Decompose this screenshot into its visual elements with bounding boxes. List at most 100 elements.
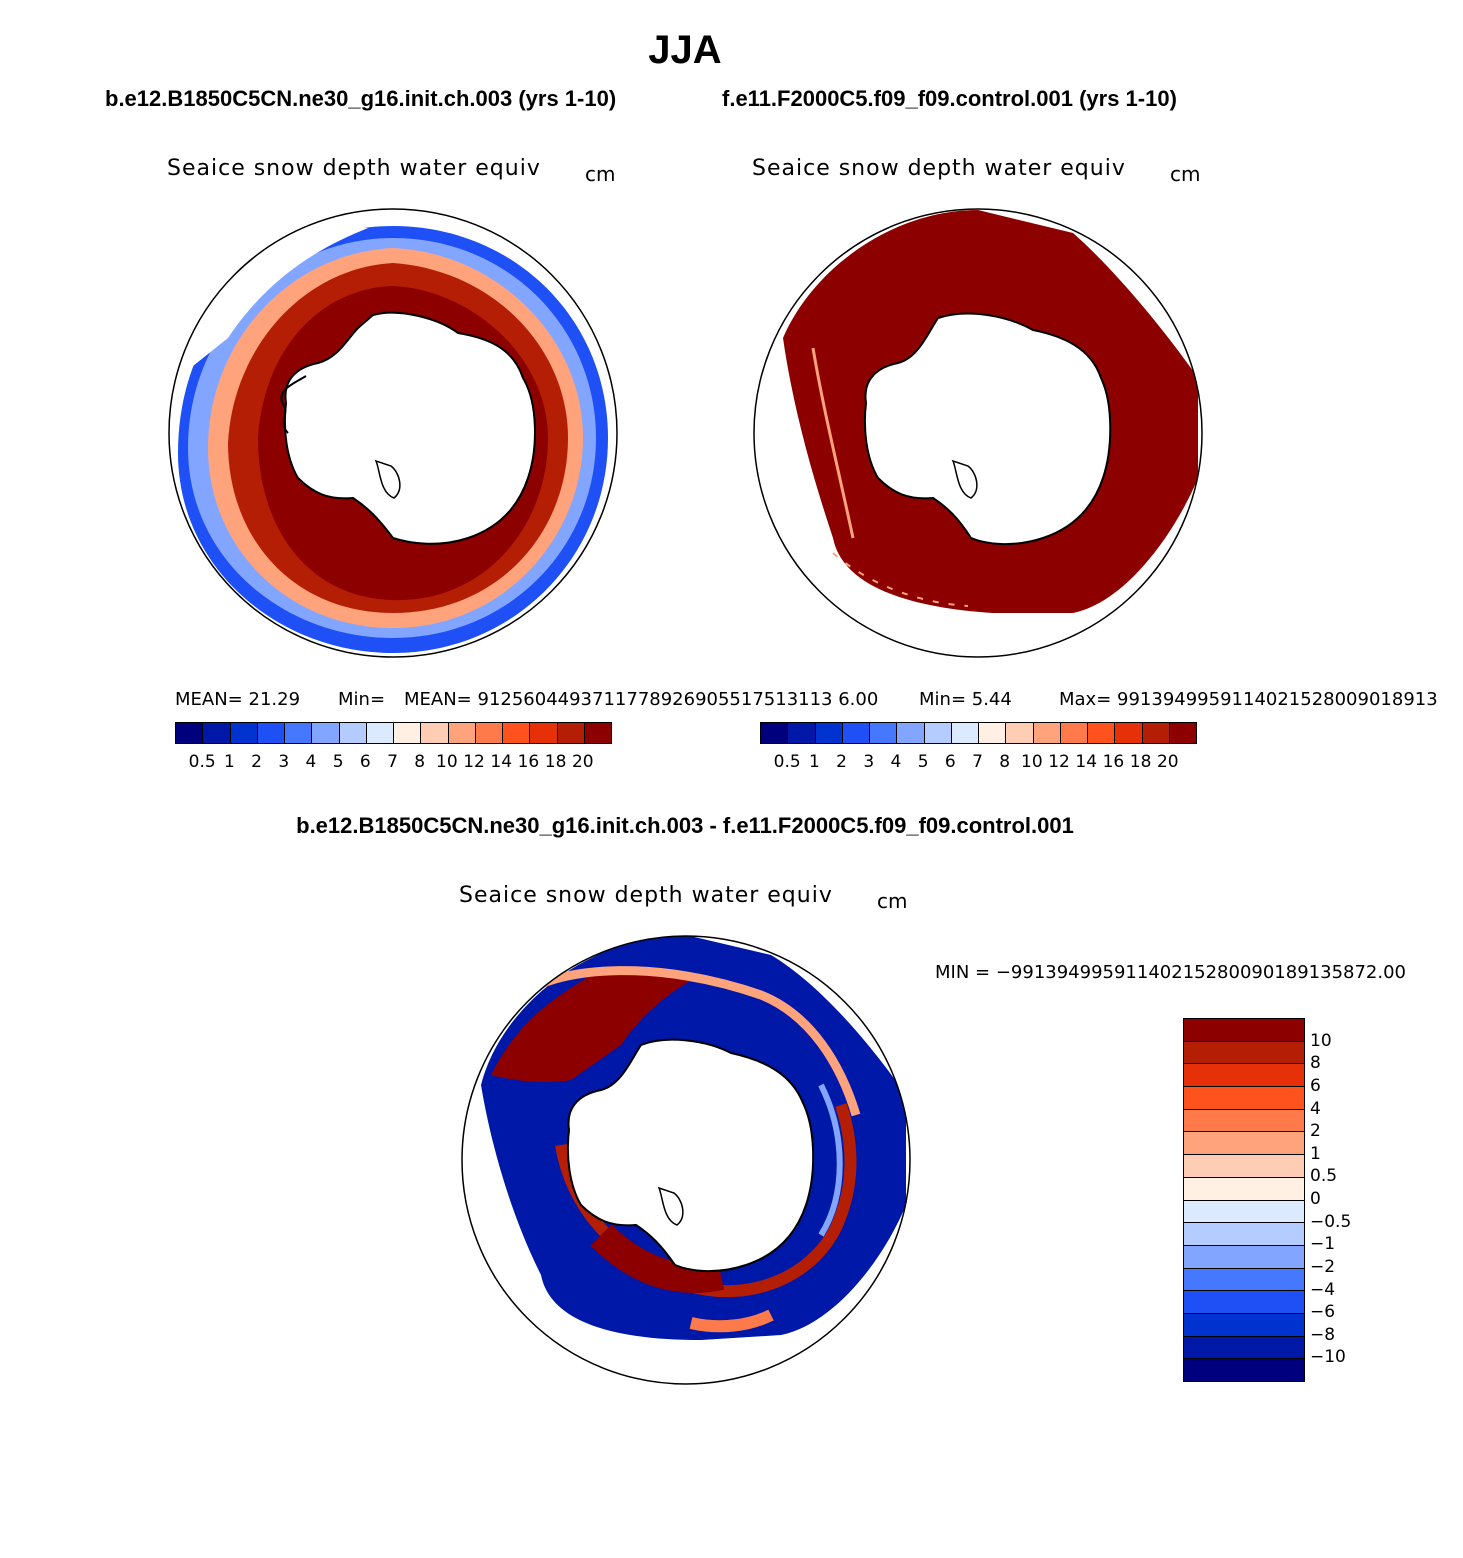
panel1-map xyxy=(168,208,618,658)
colorbar-swatch xyxy=(1142,723,1170,743)
colorbar-swatch xyxy=(842,723,870,743)
colorbar-tick-label: 14 xyxy=(1075,752,1098,772)
colorbar-tick-label: −10 xyxy=(1310,1347,1346,1368)
colorbar-tick-label: −8 xyxy=(1310,1324,1336,1345)
colorbar-swatch xyxy=(312,723,340,743)
colorbar-tick-label: 8 xyxy=(999,752,1011,772)
colorbar-tick-label: 1 xyxy=(223,752,235,772)
panel1-title: Seaice snow depth water equiv xyxy=(167,156,541,181)
colorbar-swatch xyxy=(870,723,898,743)
colorbar-tick-label: −1 xyxy=(1310,1234,1336,1255)
colorbar-tick-label: 20 xyxy=(1156,752,1179,772)
colorbar-swatch xyxy=(897,723,925,743)
colorbar-swatch xyxy=(1184,1291,1304,1314)
colorbar-tick-label: 0.5 xyxy=(188,752,216,772)
diff-colorbar xyxy=(1183,1018,1305,1382)
colorbar-swatch xyxy=(1115,723,1143,743)
colorbar-swatch xyxy=(257,723,285,743)
colorbar-swatch xyxy=(530,723,558,743)
colorbar-tick-label: 6 xyxy=(944,752,956,772)
colorbar-swatch xyxy=(1060,723,1088,743)
panel3-units: cm xyxy=(877,889,908,913)
colorbar-tick-label: 5 xyxy=(917,752,929,772)
colorbar-tick-label: 0.5 xyxy=(1310,1166,1338,1187)
colorbar-tick-label: 10 xyxy=(1310,1030,1332,1051)
colorbar-swatch xyxy=(285,723,313,743)
panel1-colorbar xyxy=(175,722,612,744)
colorbar-swatch xyxy=(1184,1087,1304,1110)
colorbar-tick-label: 3 xyxy=(278,752,290,772)
colorbar-swatch xyxy=(1184,1041,1304,1065)
colorbar-tick-label: 2 xyxy=(1310,1121,1321,1142)
colorbar-tick-label: 6 xyxy=(359,752,371,772)
colorbar-swatch xyxy=(475,723,503,743)
case2-title: f.e11.F2000C5.f09_f09.control.001 (yrs 1… xyxy=(722,86,1177,111)
colorbar-swatch xyxy=(503,723,531,743)
colorbar-tick-label: −0.5 xyxy=(1310,1211,1352,1232)
colorbar-swatch xyxy=(1184,1200,1304,1224)
colorbar-swatch xyxy=(924,723,952,743)
colorbar-swatch xyxy=(1184,1109,1304,1133)
colorbar-swatch xyxy=(584,723,611,743)
panel3-min: MIN = −99139499591140215280090189135872.… xyxy=(935,962,1407,983)
colorbar-swatch xyxy=(1184,1223,1304,1246)
colorbar-tick-label: 20 xyxy=(571,752,594,772)
colorbar-swatch xyxy=(1006,723,1034,743)
colorbar-tick-label: 3 xyxy=(863,752,875,772)
panel3-map xyxy=(461,935,911,1385)
colorbar-tick-label: 4 xyxy=(305,752,317,772)
colorbar-swatch xyxy=(203,723,231,743)
colorbar-swatch xyxy=(557,723,585,743)
colorbar-tick-label: −4 xyxy=(1310,1279,1336,1300)
colorbar-swatch xyxy=(1184,1359,1304,1381)
colorbar-swatch xyxy=(230,723,258,743)
colorbar-tick-label: 16 xyxy=(1102,752,1125,772)
panel2-min: Min= 5.44 xyxy=(919,689,1012,710)
colorbar-swatch xyxy=(421,723,449,743)
colorbar-swatch xyxy=(339,723,367,743)
colorbar-swatch xyxy=(788,723,816,743)
colorbar-tick-label: 2 xyxy=(836,752,847,772)
colorbar-tick-label: −2 xyxy=(1310,1256,1336,1277)
diff-title: b.e12.B1850C5CN.ne30_g16.init.ch.003 - f… xyxy=(296,813,1074,838)
colorbar-tick-label: 5 xyxy=(332,752,344,772)
colorbar-swatch xyxy=(1184,1155,1304,1178)
colorbar-swatch xyxy=(394,723,422,743)
colorbar-swatch xyxy=(1184,1177,1304,1201)
colorbar-swatch xyxy=(448,723,476,743)
panel2-map xyxy=(753,208,1203,658)
colorbar-tick-label: 4 xyxy=(890,752,902,772)
colorbar-swatch xyxy=(1169,723,1196,743)
colorbar-swatch xyxy=(951,723,979,743)
colorbar-tick-label: 1 xyxy=(1310,1143,1321,1164)
main-title: JJA xyxy=(648,28,722,72)
colorbar-swatch xyxy=(176,723,204,743)
colorbar-tick-label: 7 xyxy=(972,752,983,772)
colorbar-swatch xyxy=(1184,1019,1304,1042)
colorbar-swatch xyxy=(761,723,789,743)
colorbar-tick-label: 18 xyxy=(544,752,567,772)
colorbar-tick-label: 4 xyxy=(1310,1098,1321,1119)
colorbar-tick-label: 1 xyxy=(808,752,820,772)
colorbar-tick-label: 0.5 xyxy=(773,752,801,772)
colorbar-tick-label: 16 xyxy=(517,752,540,772)
panel1-units: cm xyxy=(585,162,616,186)
colorbar-tick-label: 0 xyxy=(1310,1189,1321,1209)
colorbar-tick-label: 7 xyxy=(387,752,398,772)
colorbar-tick-label: 10 xyxy=(1021,752,1043,772)
colorbar-swatch xyxy=(1184,1064,1304,1088)
colorbar-swatch xyxy=(1184,1132,1304,1156)
colorbar-swatch xyxy=(1184,1336,1304,1360)
panel2-colorbar xyxy=(760,722,1197,744)
colorbar-tick-label: 18 xyxy=(1129,752,1152,772)
colorbar-swatch xyxy=(366,723,394,743)
colorbar-swatch xyxy=(1184,1313,1304,1337)
colorbar-tick-label: 2 xyxy=(251,752,262,772)
colorbar-tick-label: 14 xyxy=(490,752,513,772)
colorbar-swatch xyxy=(1184,1268,1304,1292)
colorbar-swatch xyxy=(1033,723,1061,743)
colorbar-tick-label: 10 xyxy=(436,752,458,772)
panel1-min: Min= xyxy=(338,689,386,710)
case1-title: b.e12.B1850C5CN.ne30_g16.init.ch.003 (yr… xyxy=(105,86,617,111)
colorbar-swatch xyxy=(815,723,843,743)
